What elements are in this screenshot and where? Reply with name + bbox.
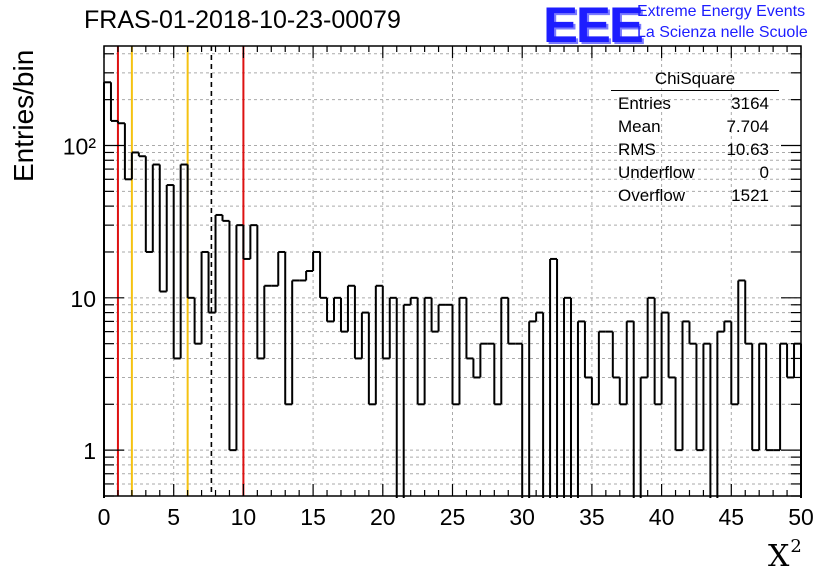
stats-row-entries: Entries 3164 (611, 92, 779, 115)
stats-value: 3164 (731, 94, 769, 113)
chart-title: FRAS-01-2018-10-23-00079 (84, 6, 401, 34)
y-tick-label: 10² (63, 133, 97, 159)
stats-row-rms: RMS 10.63 (611, 138, 779, 161)
x-tick-label: 20 (370, 504, 396, 530)
logo-text-line1: Extreme Energy Events (637, 3, 806, 20)
x-tick-label: 0 (98, 504, 111, 530)
stats-label: RMS (618, 140, 656, 159)
stats-title: ChiSquare (611, 68, 779, 91)
stats-label: Overflow (618, 186, 686, 205)
x-axis-label: X2 (768, 536, 802, 574)
y-axis-label: Entries/bin (8, 49, 39, 182)
stats-value: 0 (759, 163, 769, 182)
x-tick-labels: 0 5 10 15 20 25 30 35 40 45 50 (98, 504, 814, 530)
stats-box: ChiSquare Entries 3164 Mean 7.704 RMS 10.63… (611, 68, 779, 207)
stats-row-overflow: Overflow 1521 (611, 184, 779, 207)
eee-logo: EEE (543, 0, 644, 53)
stats-value: 10.63 (726, 140, 769, 159)
stats-label: Underflow (618, 163, 695, 182)
x-tick-label: 35 (579, 504, 605, 530)
axis-ticks (103, 46, 802, 497)
x-tick-label: 30 (509, 504, 535, 530)
x-axis-label-superscript: 2 (790, 536, 802, 557)
histogram-bins (103, 81, 802, 498)
x-tick-label: 45 (719, 504, 745, 530)
x-tick-label: 5 (167, 504, 180, 530)
x-tick-label: 40 (649, 504, 675, 530)
stats-row-underflow: Underflow 0 (611, 161, 779, 184)
stats-label: Mean (618, 117, 661, 136)
y-tick-labels: 1 10 10² (63, 133, 97, 464)
logo-text-line2: La Scienza nelle Scuole (637, 24, 808, 41)
stats-value: 7.704 (726, 117, 769, 136)
y-tick-label: 10 (70, 286, 96, 312)
x-tick-label: 50 (788, 504, 814, 530)
y-tick-label: 1 (83, 438, 96, 464)
x-axis-label-text: X (768, 539, 790, 574)
stats-label: Entries (618, 94, 671, 113)
stats-value: 1521 (731, 186, 769, 205)
x-tick-label: 15 (300, 504, 326, 530)
x-tick-label: 10 (231, 504, 257, 530)
x-tick-label: 25 (440, 504, 466, 530)
stats-row-mean: Mean 7.704 (611, 115, 779, 138)
plot-frame (103, 45, 802, 497)
